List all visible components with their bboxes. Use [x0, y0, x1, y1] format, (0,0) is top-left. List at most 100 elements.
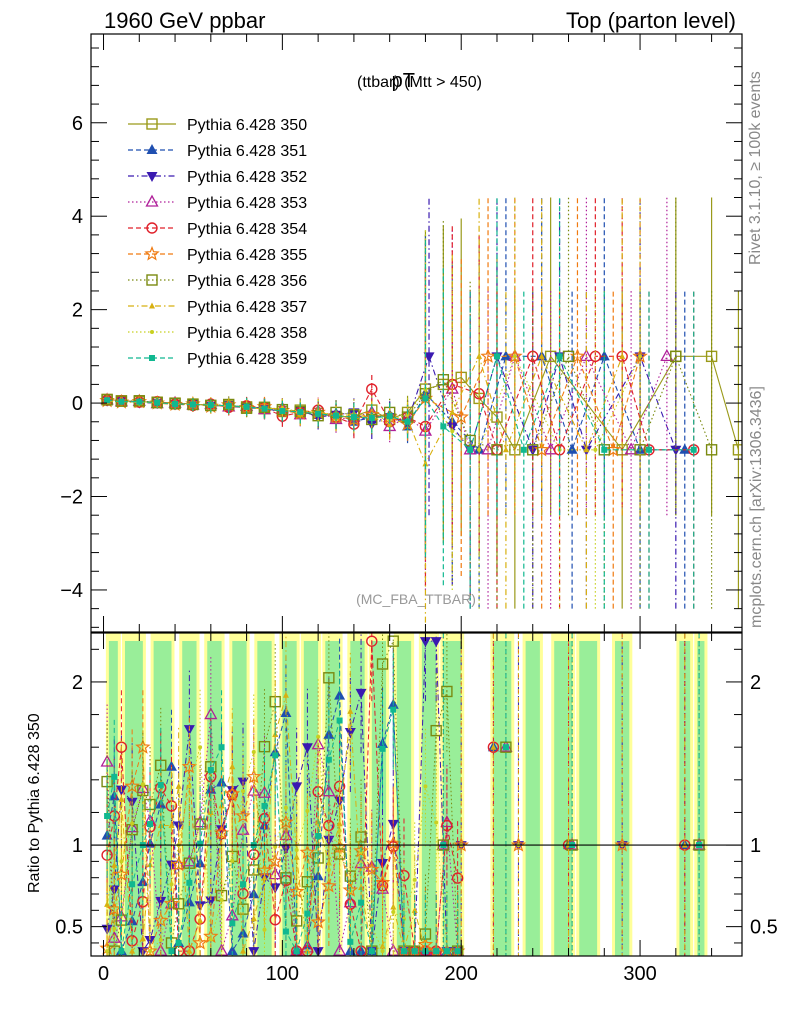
marker-6-0 [101, 394, 113, 406]
legend-marker-2 [146, 172, 158, 182]
marker-8-23 [593, 447, 598, 452]
legend-marker-4 [146, 222, 158, 234]
ratio-marker-5-26 [364, 861, 380, 877]
marker-8-24 [638, 354, 643, 359]
energy-label: 1960 GeV ppbar [104, 8, 266, 33]
ratio-marker-8-6 [158, 938, 163, 943]
ratio-marker-8-5 [148, 949, 153, 954]
legend-label-4: Pythia 6.428 354 [187, 221, 307, 238]
y-tick-label: 2 [72, 300, 83, 322]
ratio-y-tick-label-right: 2 [750, 672, 761, 694]
ratio-marker-7-13 [229, 763, 236, 770]
ratio-marker-8-20 [305, 808, 310, 813]
ratio-marker-2-20 [301, 743, 313, 754]
ratio-marker-9-27 [379, 745, 386, 752]
marker-9-26 [690, 446, 697, 453]
ratio-line-4 [106, 641, 459, 952]
marker-3-25 [624, 442, 638, 455]
main-series-group [99, 197, 742, 623]
legend-label-7: Pythia 6.428 357 [187, 299, 307, 316]
ratio-marker-9-1 [111, 773, 118, 780]
ratio-marker-9-24 [347, 938, 354, 945]
ratio-tail-marker-5-4 [510, 836, 527, 852]
ratio-marker-2-31 [419, 637, 431, 648]
legend-marker-1 [146, 144, 158, 154]
marker-9-17 [404, 418, 411, 425]
marker-9-10 [279, 408, 286, 415]
marker-9-21 [493, 353, 500, 360]
ratio-marker-8-31 [423, 784, 428, 789]
x-tick-label: 200 [445, 963, 478, 985]
ratio-marker-9-21 [315, 832, 322, 839]
ratio-y-tick-label-right: 1 [750, 835, 761, 857]
ratio-marker-5-5 [142, 942, 158, 956]
ratio-marker-8-4 [140, 782, 145, 787]
ratio-marker-8-27 [380, 949, 385, 954]
legend-label-2: Pythia 6.428 352 [187, 169, 307, 186]
y-tick-label: 4 [72, 206, 83, 228]
ratio-marker-3-23 [332, 943, 347, 956]
marker-7-22 [538, 352, 545, 359]
marker-9-22 [520, 446, 527, 453]
marker-9-1 [118, 398, 125, 405]
marker-9-14 [350, 414, 357, 421]
ratio-marker-9-19 [293, 948, 300, 955]
ratio-marker-6-20 [301, 876, 314, 888]
legend-marker-6 [146, 274, 158, 286]
ratio-y-tick-label-left: 1 [72, 835, 83, 857]
ratio-band-green-18 [579, 641, 598, 956]
legend-marker-9 [149, 355, 155, 361]
marker-9-0 [104, 397, 111, 404]
legend-label-6: Pythia 6.428 356 [187, 273, 307, 290]
marker-7-24 [619, 352, 626, 359]
plot-title: pT [392, 70, 415, 92]
ratio-y-tick-label-left: 0.5 [55, 917, 83, 939]
ratio-marker-7-3 [129, 947, 136, 954]
marker-6-26 [670, 350, 682, 363]
ratio-marker-2-32 [430, 637, 442, 648]
ratio-marker-7-10 [197, 916, 204, 923]
ratio-marker-9-25 [358, 899, 365, 906]
marker-1-23 [566, 443, 578, 454]
ratio-tail-marker-5-1 [453, 836, 469, 852]
legend-label-1: Pythia 6.428 351 [187, 143, 307, 160]
marker-8-19 [450, 429, 455, 434]
ratio-marker-8-22 [326, 867, 331, 872]
ratio-marker-2-19 [291, 782, 303, 793]
ratio-marker-9-12 [218, 744, 225, 751]
ratio-marker-8-15 [251, 749, 256, 754]
ratio-marker-8-21 [316, 734, 321, 739]
y-tick-label: −2 [60, 487, 83, 509]
ratio-band-green-21 [697, 641, 705, 956]
marker-9-9 [261, 405, 268, 412]
legend-label-5: Pythia 6.428 355 [187, 247, 307, 264]
marker-4-15 [366, 383, 378, 395]
ratio-marker-7-30 [411, 906, 418, 913]
ratio-marker-7-1 [111, 861, 118, 868]
legend-label-8: Pythia 6.428 358 [187, 325, 307, 342]
ratio-marker-1-13 [226, 945, 238, 956]
ratio-marker-7-20 [304, 947, 311, 954]
ratio-marker-8-1 [112, 926, 117, 931]
rivet-version-label: Rivet 3.1.10, ≥ 100k events [747, 71, 764, 265]
analysis-watermark: (MC_FBA_TTBAR) [356, 591, 476, 607]
ratio-marker-7-15 [250, 915, 257, 922]
marker-9-6 [207, 401, 214, 408]
ratio-marker-7-23 [336, 820, 343, 827]
marker-3-21 [481, 442, 495, 455]
ratio-marker-8-13 [230, 858, 235, 863]
ratio-marker-6-22 [323, 672, 335, 684]
ratio-marker-8-14 [241, 789, 246, 794]
marker-9-18 [422, 395, 429, 402]
ratio-marker-7-9 [186, 947, 193, 954]
ratio-marker-9-2 [118, 948, 125, 955]
marker-9-12 [315, 410, 322, 417]
legend-marker-5 [144, 245, 160, 261]
legend-marker-3 [145, 194, 159, 207]
ratio-marker-6-28 [387, 635, 399, 647]
marker-8-20 [477, 447, 482, 452]
ratio-line-8 [106, 736, 458, 953]
ratio-marker-9-16 [261, 802, 268, 809]
ratio-marker-8-30 [412, 877, 417, 882]
